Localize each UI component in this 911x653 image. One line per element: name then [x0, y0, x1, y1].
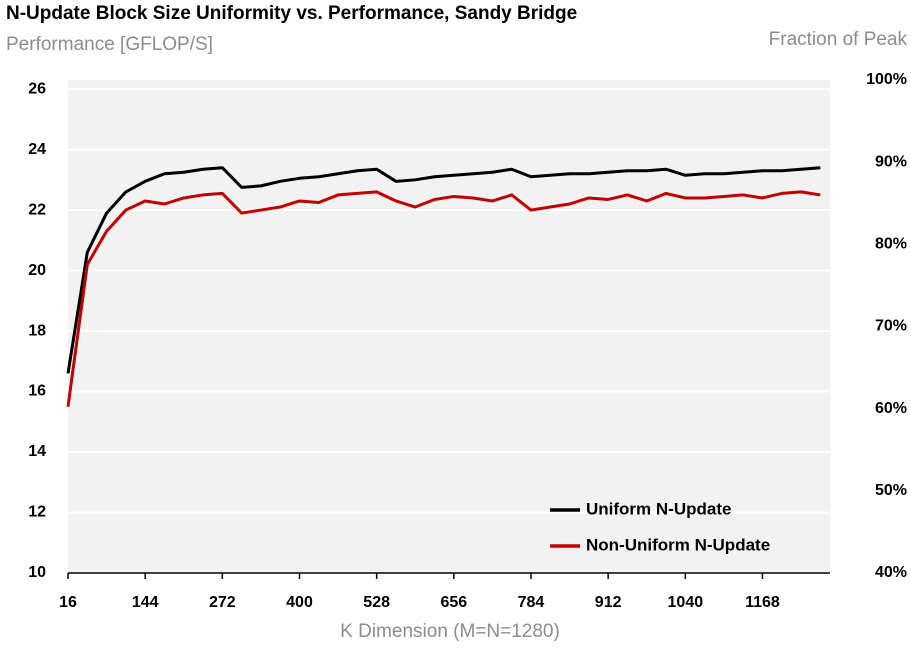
y2-tick-label: 50%	[875, 482, 907, 499]
y-tick-label: 18	[28, 322, 46, 339]
y2-tick-label: 70%	[875, 318, 907, 335]
y2-tick-label: 60%	[875, 400, 907, 417]
y-tick-label: 16	[28, 383, 46, 400]
x-tick-label: 528	[363, 594, 390, 611]
y-tick-label: 24	[28, 141, 46, 158]
x-tick-label: 1168	[745, 594, 780, 611]
y-axis-label: Performance [GFLOP/S]	[6, 34, 213, 55]
series-line	[66, 166, 821, 374]
y2-tick-label: 100%	[866, 71, 907, 88]
x-tick-label: 16	[59, 594, 77, 611]
x-tick-label: 784	[518, 594, 545, 611]
legend-label: Non-Uniform N-Update	[586, 535, 770, 554]
y-tick-label: 14	[28, 443, 46, 460]
x-tick-label: 272	[209, 594, 236, 611]
y-tick-label: 22	[28, 201, 46, 218]
x-tick-label: 144	[132, 594, 159, 611]
y2-tick-label: 80%	[875, 236, 907, 253]
x-tick-label: 400	[286, 594, 313, 611]
series-line	[66, 190, 821, 407]
chart-title: N-Update Block Size Uniformity vs. Perfo…	[6, 3, 577, 24]
plot-area	[68, 80, 830, 573]
x-tick-label: 656	[440, 594, 467, 611]
x-axis-label: K Dimension (M=N=1280)	[340, 621, 560, 642]
legend-label: Uniform N-Update	[586, 499, 731, 518]
y2-tick-label: 90%	[875, 153, 907, 170]
y-tick-label: 20	[28, 262, 46, 279]
y2-tick-label: 40%	[875, 564, 907, 581]
x-tick-label: 1040	[668, 594, 704, 611]
y-tick-label: 26	[28, 80, 46, 97]
x-tick-label: 912	[595, 594, 622, 611]
y2-axis-label: Fraction of Peak	[769, 29, 908, 50]
y-tick-label: 12	[28, 504, 46, 521]
y-tick-label: 10	[28, 564, 46, 581]
